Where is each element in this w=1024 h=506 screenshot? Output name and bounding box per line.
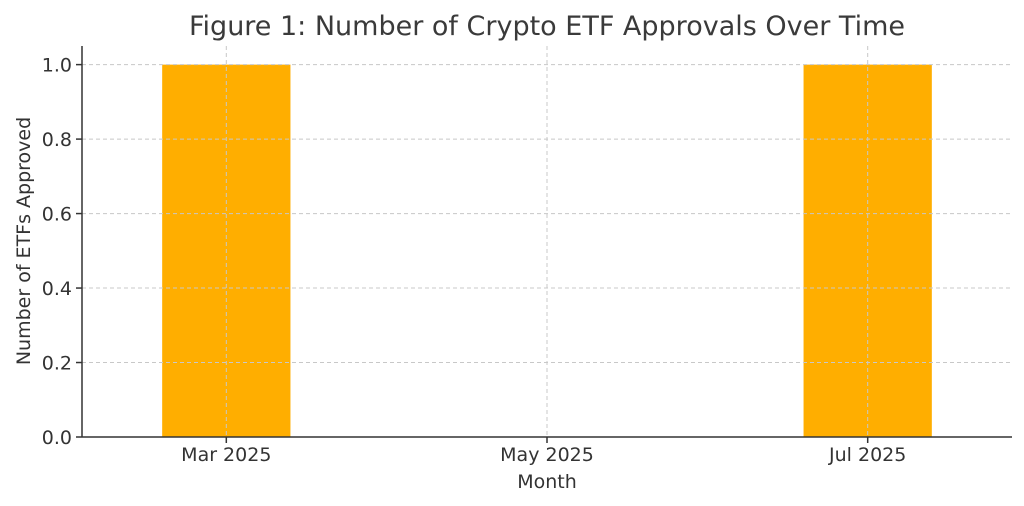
x-tick-label: May 2025 — [500, 444, 594, 466]
chart-title: Figure 1: Number of Crypto ETF Approvals… — [189, 11, 905, 42]
y-tick-label: 0.8 — [42, 129, 72, 151]
y-tick-label: 1.0 — [42, 55, 72, 77]
x-tick-label: Mar 2025 — [181, 444, 271, 466]
y-tick-label: 0.0 — [42, 427, 72, 449]
y-axis-label: Number of ETFs Approved — [13, 117, 35, 365]
x-tick-label: Jul 2025 — [828, 444, 906, 466]
x-axis-label: Month — [517, 471, 577, 493]
y-tick-label: 0.2 — [42, 353, 72, 375]
y-tick-label: 0.6 — [42, 204, 72, 226]
ticks: 0.0 0.2 0.4 0.6 0.8 1.0 Mar 2025 May 2025 Jul 20… — [42, 55, 907, 466]
y-tick-label: 0.4 — [42, 278, 72, 300]
